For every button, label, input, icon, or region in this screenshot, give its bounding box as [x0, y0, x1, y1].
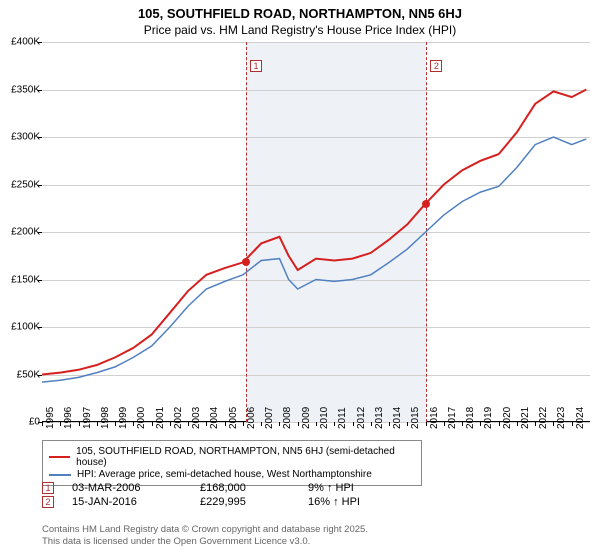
sale-price: £229,995	[200, 496, 290, 508]
x-tick	[115, 422, 116, 426]
x-tick	[553, 422, 554, 426]
x-tick	[42, 422, 43, 426]
x-tick	[298, 422, 299, 426]
x-tick	[334, 422, 335, 426]
sale-row: 1 03-MAR-2006 £168,000 9% ↑ HPI	[42, 482, 360, 494]
x-tick	[188, 422, 189, 426]
y-axis-label: £300K	[0, 132, 40, 143]
sale-num-box: 1	[42, 482, 54, 494]
y-axis-label: £350K	[0, 84, 40, 95]
x-tick	[371, 422, 372, 426]
legend-item: 105, SOUTHFIELD ROAD, NORTHAMPTON, NN5 6…	[49, 446, 415, 468]
legend-swatch	[49, 456, 70, 458]
sale-row: 2 15-JAN-2016 £229,995 16% ↑ HPI	[42, 496, 360, 508]
chart-plot-area: £0£50K£100K£150K£200K£250K£300K£350K£400…	[42, 42, 590, 422]
sale-delta: 16% ↑ HPI	[308, 496, 360, 508]
legend-label: 105, SOUTHFIELD ROAD, NORTHAMPTON, NN5 6…	[76, 446, 415, 468]
series-svg	[42, 42, 590, 422]
attribution-line-2: This data is licensed under the Open Gov…	[42, 536, 368, 548]
y-axis-label: £400K	[0, 37, 40, 48]
legend-label: HPI: Average price, semi-detached house,…	[77, 469, 372, 480]
y-axis-label: £0	[0, 417, 40, 428]
x-tick	[225, 422, 226, 426]
x-tick	[60, 422, 61, 426]
x-tick	[243, 422, 244, 426]
chart-subtitle: Price paid vs. HM Land Registry's House …	[0, 21, 600, 37]
sale-price: £168,000	[200, 482, 290, 494]
x-tick	[316, 422, 317, 426]
x-tick	[279, 422, 280, 426]
x-tick	[170, 422, 171, 426]
x-tick	[152, 422, 153, 426]
y-axis-label: £200K	[0, 227, 40, 238]
x-tick	[426, 422, 427, 426]
x-tick	[499, 422, 500, 426]
x-tick	[462, 422, 463, 426]
legend-item: HPI: Average price, semi-detached house,…	[49, 469, 415, 480]
legend-swatch	[49, 474, 71, 476]
y-axis-label: £250K	[0, 179, 40, 190]
sale-date: 03-MAR-2006	[72, 482, 182, 494]
x-tick	[407, 422, 408, 426]
x-tick	[444, 422, 445, 426]
x-tick	[79, 422, 80, 426]
sale-date: 15-JAN-2016	[72, 496, 182, 508]
series-price_paid	[42, 90, 586, 375]
y-axis-label: £50K	[0, 369, 40, 380]
x-tick	[535, 422, 536, 426]
x-tick	[480, 422, 481, 426]
sales-table: 1 03-MAR-2006 £168,000 9% ↑ HPI 2 15-JAN-2016…	[42, 480, 360, 510]
x-tick	[97, 422, 98, 426]
x-tick	[572, 422, 573, 426]
sale-marker-dot	[242, 258, 250, 266]
y-axis-label: £150K	[0, 274, 40, 285]
chart-title: 105, SOUTHFIELD ROAD, NORTHAMPTON, NN5 6…	[0, 0, 600, 21]
x-tick	[133, 422, 134, 426]
x-tick	[353, 422, 354, 426]
x-tick	[517, 422, 518, 426]
x-tick	[206, 422, 207, 426]
x-tick	[261, 422, 262, 426]
sale-delta: 9% ↑ HPI	[308, 482, 354, 494]
attribution-text: Contains HM Land Registry data © Crown c…	[42, 524, 368, 549]
sale-marker-dot	[422, 200, 430, 208]
sale-num-box: 2	[42, 496, 54, 508]
x-tick	[389, 422, 390, 426]
y-axis-label: £100K	[0, 322, 40, 333]
attribution-line-1: Contains HM Land Registry data © Crown c…	[42, 524, 368, 536]
